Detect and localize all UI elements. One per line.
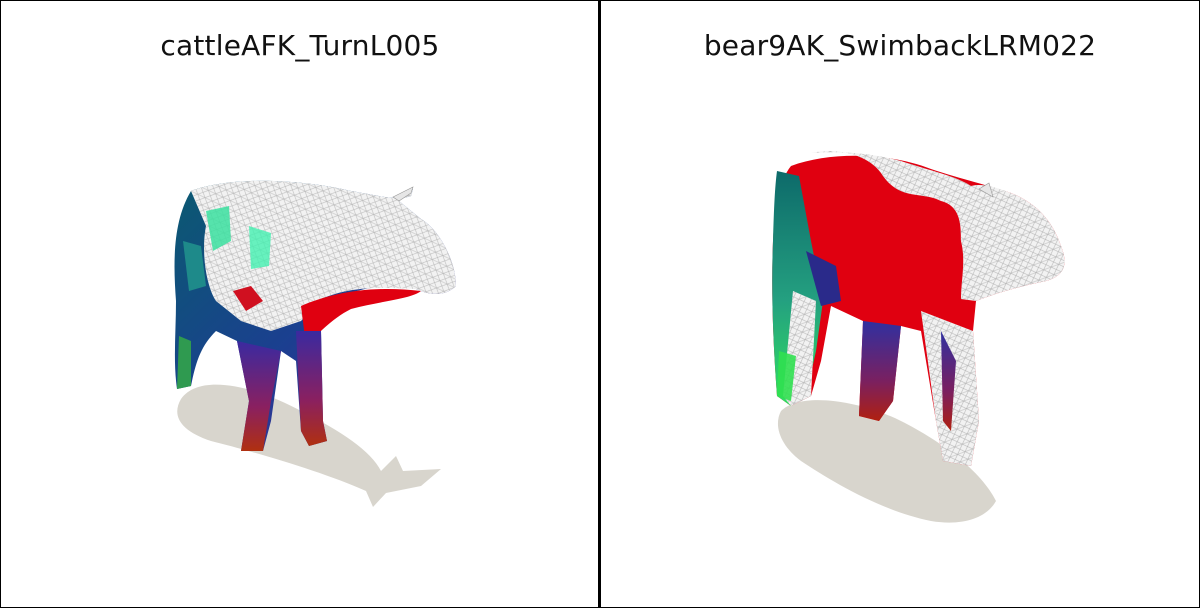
panel-title: cattleAFK_TurnL005 — [160, 29, 440, 62]
viewport-panel-right: bear9AK_SwimbackLRM022 — [600, 0, 1200, 608]
panel-divider — [598, 0, 600, 608]
cattle-mesh-render — [174, 180, 456, 507]
bear-mesh-render — [772, 151, 1065, 523]
panel-title: bear9AK_SwimbackLRM022 — [703, 29, 1097, 62]
viewport-panel-left: cattleAFK_TurnL005 — [0, 0, 600, 608]
